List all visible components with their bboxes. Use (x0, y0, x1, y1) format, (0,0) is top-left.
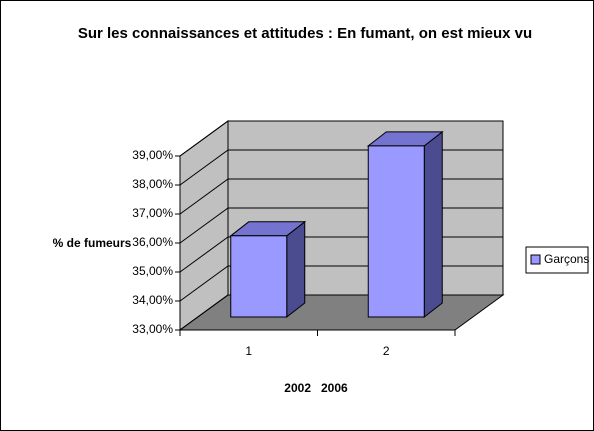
x-tick-label: 2 (383, 344, 390, 358)
x-axis-title: 2002 2006 (284, 381, 348, 395)
y-tick-label: 39,00% (132, 148, 173, 162)
floor (178, 294, 505, 331)
legend-swatch (530, 254, 541, 265)
plot (175, 120, 505, 336)
grid-line (179, 120, 503, 157)
chart-title: Sur les connaissances et attitudes : En … (77, 25, 533, 42)
bar-side (423, 130, 443, 319)
bar-side (286, 220, 306, 319)
y-tick-label: 33,00% (132, 322, 173, 336)
y-tick-label: 35,00% (132, 264, 173, 278)
y-axis-title: % de fumeurs (53, 236, 132, 250)
y-tick-label: 36,00% (132, 235, 173, 249)
bar (230, 235, 288, 318)
y-tick-label: 37,00% (132, 206, 173, 220)
y-tick-label: 38,00% (132, 177, 173, 191)
y-tick-label: 34,00% (132, 293, 173, 307)
bar (367, 145, 425, 318)
legend-label: Garçons (544, 252, 589, 266)
x-tick-label: 1 (245, 344, 252, 358)
